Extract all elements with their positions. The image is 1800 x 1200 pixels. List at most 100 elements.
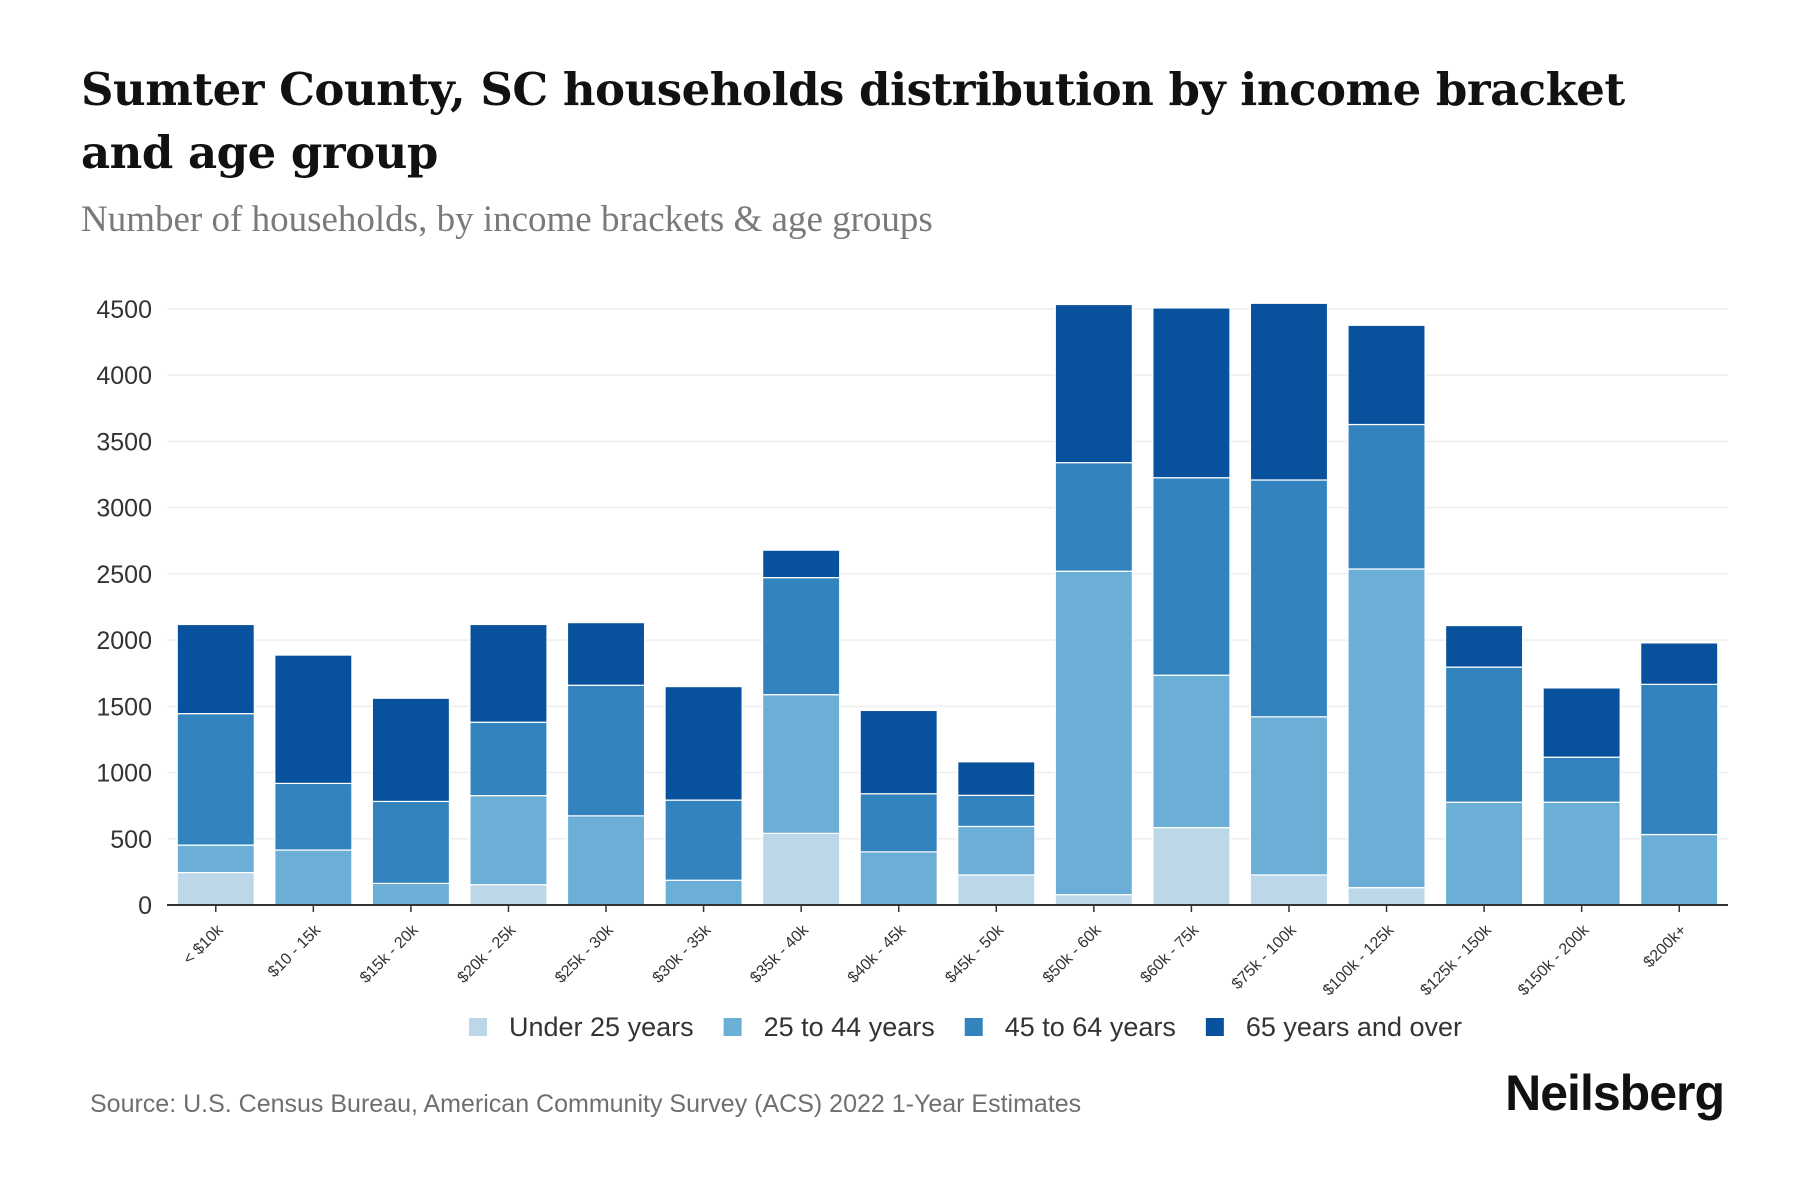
bar-segment — [1054, 894, 1133, 906]
legend-swatch — [964, 1018, 983, 1036]
bar-stack — [1444, 624, 1524, 906]
bar-stack — [1640, 642, 1719, 906]
x-tick-label: $200k+ — [1641, 922, 1690, 971]
legend-swatch — [1205, 1018, 1224, 1036]
y-tick-label: 4500 — [96, 296, 152, 324]
bar-segment — [1444, 801, 1524, 906]
bar-segment — [1542, 801, 1621, 906]
bar-stack — [274, 654, 353, 906]
legend-item: Under 25 years — [469, 1012, 694, 1042]
bar-segment — [1054, 462, 1133, 572]
bar-stack — [859, 709, 938, 906]
bar-stack — [566, 622, 646, 906]
y-tick-label: 2500 — [96, 561, 152, 589]
bar-segment — [664, 799, 743, 881]
bar-segment — [664, 879, 743, 906]
neilsberg-logo: Neilsberg — [1505, 1065, 1725, 1121]
legend-label: 25 to 44 years — [764, 1012, 935, 1042]
bar-stack — [176, 623, 255, 906]
y-tick-label: 0 — [138, 892, 152, 920]
chart-title: Sumter County, SC households distributio… — [81, 63, 1625, 179]
bar-segment — [274, 849, 353, 906]
bar-segment — [566, 815, 646, 906]
y-tick-label: 3500 — [96, 428, 152, 456]
y-tick-label: 1500 — [96, 693, 152, 721]
x-tick-label: $60k - 75k — [1137, 921, 1203, 987]
legend-label: Under 25 years — [509, 1012, 694, 1042]
x-tick-label: $75k - 100k — [1229, 921, 1301, 993]
x-tick-label: $45k - 50k — [942, 921, 1008, 987]
bar-segment — [664, 685, 743, 801]
x-tick-label: $25k - 30k — [552, 921, 618, 987]
legend-swatch — [723, 1018, 742, 1036]
bar-segment — [1640, 642, 1719, 685]
legend-swatch — [469, 1018, 487, 1036]
bar-stack — [1347, 324, 1426, 906]
x-tick-label: $100k - 125k — [1320, 921, 1398, 999]
bar-segment — [1054, 303, 1133, 464]
bar-segment — [469, 721, 548, 797]
bar-segment — [1152, 307, 1231, 479]
bar-segment — [1640, 833, 1719, 906]
bar-segment — [1249, 302, 1329, 481]
bar-segment — [469, 795, 548, 886]
bar-segment — [176, 844, 255, 874]
bar-segment — [176, 713, 255, 846]
bar-stack — [1152, 307, 1231, 906]
x-tick-label: $50k - 60k — [1040, 921, 1106, 987]
legend-item: 25 to 44 years — [723, 1012, 935, 1042]
bar-segment — [762, 832, 841, 906]
x-tick-label: < $10k — [180, 921, 227, 968]
bar-segment — [566, 622, 646, 686]
bar-segment — [371, 800, 451, 885]
bar-segment — [762, 576, 841, 696]
bar-segment — [1444, 624, 1524, 668]
bar-segment — [859, 851, 938, 906]
x-tick-label: $35k - 40k — [747, 921, 813, 987]
bar-segment — [957, 825, 1036, 876]
bar-segment — [176, 871, 255, 906]
source-note: Source: U.S. Census Bureau, American Com… — [90, 1090, 1082, 1118]
x-tick-label: $40k - 45k — [845, 921, 911, 987]
bar-segment — [1249, 874, 1329, 906]
bar-segment — [1640, 683, 1719, 836]
chart-subtitle: Number of households, by income brackets… — [81, 199, 933, 240]
legend: Under 25 years 25 to 44 years 45 to 64 yea… — [469, 1012, 1462, 1042]
bar-stack — [1054, 303, 1133, 906]
bar-segment — [1249, 716, 1329, 876]
bar-segment — [176, 623, 255, 715]
bar-segment — [274, 782, 353, 851]
bar-segment — [274, 654, 353, 785]
bar-segment — [469, 623, 548, 723]
bar-stack — [1542, 687, 1621, 906]
x-tick-label: $20k - 25k — [454, 921, 520, 987]
legend-label: 45 to 64 years — [1005, 1012, 1176, 1042]
bar-segment — [762, 694, 841, 834]
bar-segment — [371, 882, 451, 906]
bar-stack — [664, 685, 743, 906]
bar-stack — [957, 761, 1036, 906]
bar-stack — [762, 549, 841, 906]
y-tick-label: 4000 — [96, 362, 152, 390]
bar-segment — [1249, 479, 1329, 718]
x-tick-label: $125k - 150k — [1417, 921, 1495, 999]
bars — [176, 302, 1719, 906]
bar-segment — [1347, 423, 1426, 570]
bar-segment — [957, 794, 1036, 828]
bar-segment — [859, 793, 938, 853]
bar-stack — [469, 623, 548, 906]
bar-segment — [371, 697, 451, 803]
y-tick-label: 1000 — [96, 760, 152, 788]
bar-segment — [1152, 477, 1231, 676]
y-tick-label: 500 — [110, 826, 152, 854]
bar-segment — [859, 709, 938, 795]
x-tick-label: $150k - 200k — [1515, 921, 1593, 999]
bar-segment — [469, 884, 548, 906]
legend-item: 45 to 64 years — [964, 1012, 1176, 1042]
bar-segment — [1152, 827, 1231, 906]
bar-segment — [957, 874, 1036, 906]
bar-segment — [1152, 674, 1231, 829]
bar-segment — [1542, 687, 1621, 758]
bar-segment — [762, 549, 841, 579]
